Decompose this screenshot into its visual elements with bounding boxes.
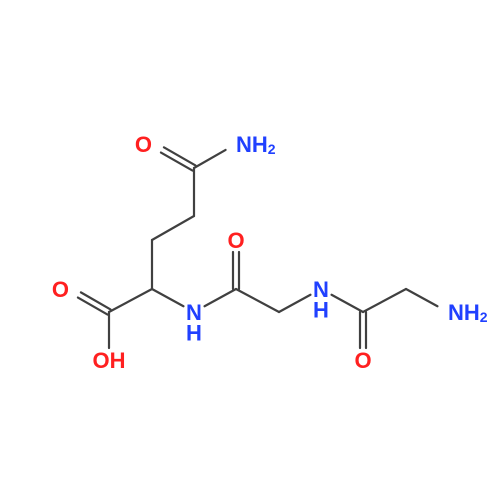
bond bbox=[363, 289, 406, 312]
bond bbox=[109, 289, 152, 312]
atom-N2-H: H bbox=[186, 320, 202, 345]
atom-labels: OOHONH2NHONHONH2 bbox=[52, 132, 488, 373]
bond bbox=[279, 295, 310, 312]
atom-N1: NH2 bbox=[236, 132, 276, 158]
atom-O3: O bbox=[135, 132, 152, 157]
bond bbox=[406, 289, 437, 306]
bonds bbox=[78, 147, 438, 348]
bond bbox=[152, 216, 194, 240]
bond bbox=[152, 289, 183, 306]
bond bbox=[194, 150, 226, 168]
molecule-diagram: OOHONH2NHONHONH2 bbox=[0, 0, 500, 500]
bond bbox=[332, 295, 363, 312]
bond bbox=[205, 289, 236, 306]
atom-N4: NH2 bbox=[448, 300, 488, 326]
atom-O2: OH bbox=[93, 348, 126, 373]
atom-N3-H: H bbox=[313, 297, 329, 322]
bond bbox=[236, 289, 279, 312]
atom-O1: O bbox=[52, 277, 69, 302]
atom-O5: O bbox=[354, 348, 371, 373]
atom-O4: O bbox=[227, 228, 244, 253]
